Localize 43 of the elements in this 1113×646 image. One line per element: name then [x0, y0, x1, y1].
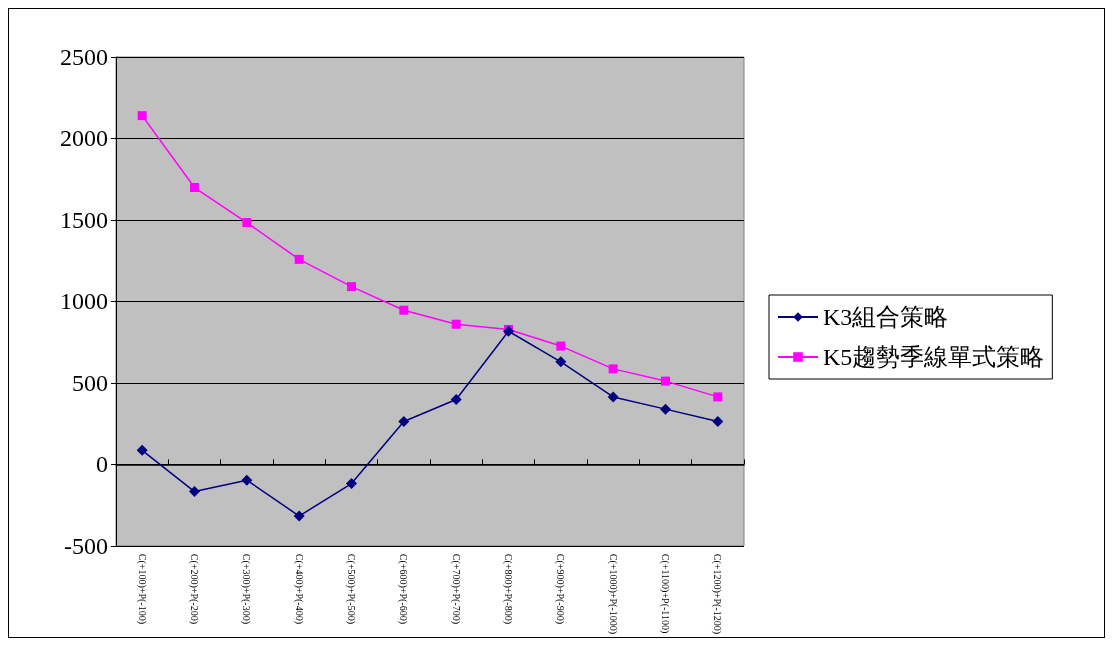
y-tick-label: 2500: [60, 44, 108, 70]
point: [399, 305, 409, 315]
y-tick-label: 2000: [60, 125, 108, 152]
x-tick-label: C(+1100)+P(-1100): [659, 553, 671, 634]
x-tick-label: C(+800)+P(-800): [502, 553, 514, 625]
point: [712, 416, 724, 428]
point: [660, 403, 671, 415]
x-tick-label: C(+200)+P(-200): [188, 553, 200, 625]
legend-label: K5趨勢季線單式策略: [823, 344, 1045, 370]
point: [556, 341, 566, 351]
point: [607, 391, 619, 403]
x-tick-label: C(+600)+P(-600): [397, 553, 410, 625]
point: [189, 486, 200, 498]
y-tick-label: 1000: [60, 288, 108, 315]
x-tick-label: C(+700)+P(-700): [449, 553, 462, 625]
point: [294, 254, 304, 264]
x-tick-label: C(+1000)+P(-1000): [606, 553, 619, 635]
point: [347, 282, 356, 292]
point: [713, 392, 723, 402]
point: [241, 474, 253, 486]
point: [451, 319, 461, 329]
y-tick-label: 500: [72, 369, 108, 396]
point: [608, 364, 618, 374]
x-tick-label: C(+900)+P(-900): [554, 553, 567, 625]
point: [661, 376, 670, 386]
y-tick-label: -500: [64, 532, 108, 559]
x-tick-label: C(+300)+P(-300): [240, 553, 253, 625]
y-tick-label: 0: [96, 451, 108, 478]
y-tick-label: 1500: [60, 206, 108, 233]
x-tick-label: C(+100)+P(-100): [135, 553, 148, 625]
point: [450, 394, 462, 406]
point: [190, 183, 199, 193]
point: [555, 356, 567, 368]
point: [293, 510, 305, 522]
point: [346, 478, 357, 490]
point: [137, 111, 147, 121]
legend-label: K3組合策略: [823, 304, 949, 330]
x-tick-label: C(+1200)+P(-1200): [711, 553, 724, 635]
x-tick-label: C(+400)+P(-400): [292, 553, 305, 625]
point: [242, 218, 252, 228]
x-tick-label: C(+500)+P(-500): [345, 553, 357, 625]
point: [398, 416, 410, 428]
point: [136, 444, 148, 456]
